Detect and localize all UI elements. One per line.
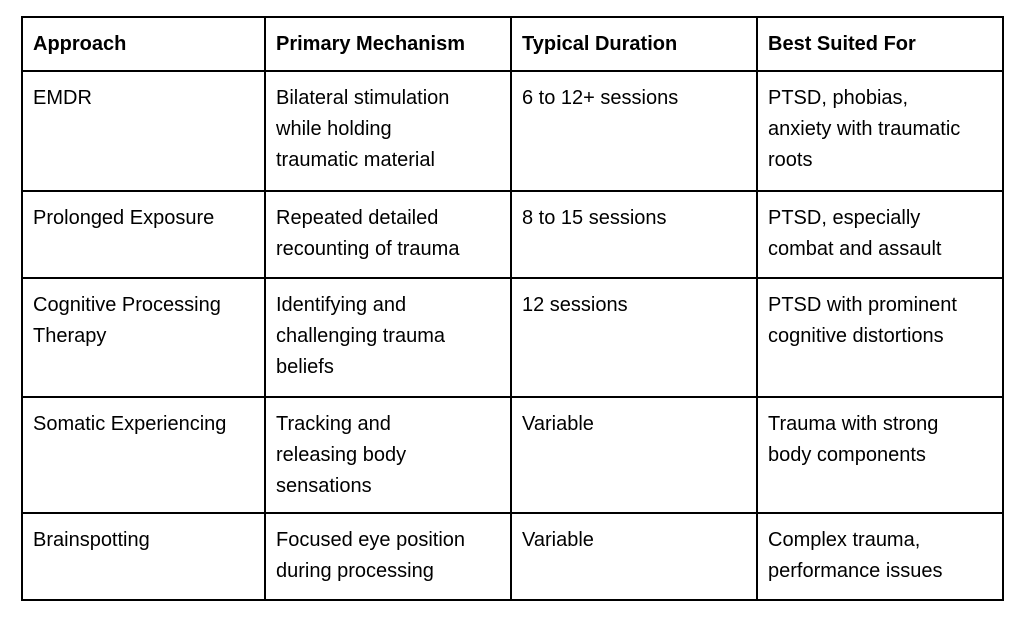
- column-header-best-for: Best Suited For: [756, 16, 1004, 72]
- cell-duration: Variable: [510, 396, 758, 514]
- column-header-duration: Typical Duration: [510, 16, 758, 72]
- table-row: Brainspotting Focused eye position durin…: [21, 512, 1004, 601]
- cell-duration: 12 sessions: [510, 277, 758, 398]
- cell-mechanism: Identifying and challenging trauma belie…: [264, 277, 512, 398]
- cell-approach: EMDR: [21, 70, 266, 192]
- cell-mechanism: Bilateral stimulation while holding trau…: [264, 70, 512, 192]
- cell-approach: Brainspotting: [21, 512, 266, 601]
- cell-best-for: Trauma with strong body components: [756, 396, 1004, 514]
- table-row: Prolonged Exposure Repeated detailed rec…: [21, 190, 1004, 279]
- cell-duration: 8 to 15 sessions: [510, 190, 758, 279]
- cell-approach: Somatic Experiencing: [21, 396, 266, 514]
- cell-best-for: PTSD, especially combat and assault: [756, 190, 1004, 279]
- table-row: Somatic Experiencing Tracking and releas…: [21, 396, 1004, 514]
- column-header-approach: Approach: [21, 16, 266, 72]
- table-row: Cognitive Processing Therapy Identifying…: [21, 277, 1004, 398]
- table-row: EMDR Bilateral stimulation while holding…: [21, 70, 1004, 192]
- cell-approach: Prolonged Exposure: [21, 190, 266, 279]
- cell-duration: 6 to 12+ sessions: [510, 70, 758, 192]
- cell-approach: Cognitive Processing Therapy: [21, 277, 266, 398]
- table-header-row: Approach Primary Mechanism Typical Durat…: [21, 16, 1004, 72]
- column-header-mechanism: Primary Mechanism: [264, 16, 512, 72]
- cell-best-for: PTSD, phobias, anxiety with traumatic ro…: [756, 70, 1004, 192]
- cell-best-for: Complex trauma, performance issues: [756, 512, 1004, 601]
- cell-mechanism: Tracking and releasing body sensations: [264, 396, 512, 514]
- cell-best-for: PTSD with prominent cognitive distortion…: [756, 277, 1004, 398]
- cell-duration: Variable: [510, 512, 758, 601]
- therapy-comparison-table: Approach Primary Mechanism Typical Durat…: [21, 16, 1004, 601]
- cell-mechanism: Focused eye position during processing: [264, 512, 512, 601]
- cell-mechanism: Repeated detailed recounting of trauma: [264, 190, 512, 279]
